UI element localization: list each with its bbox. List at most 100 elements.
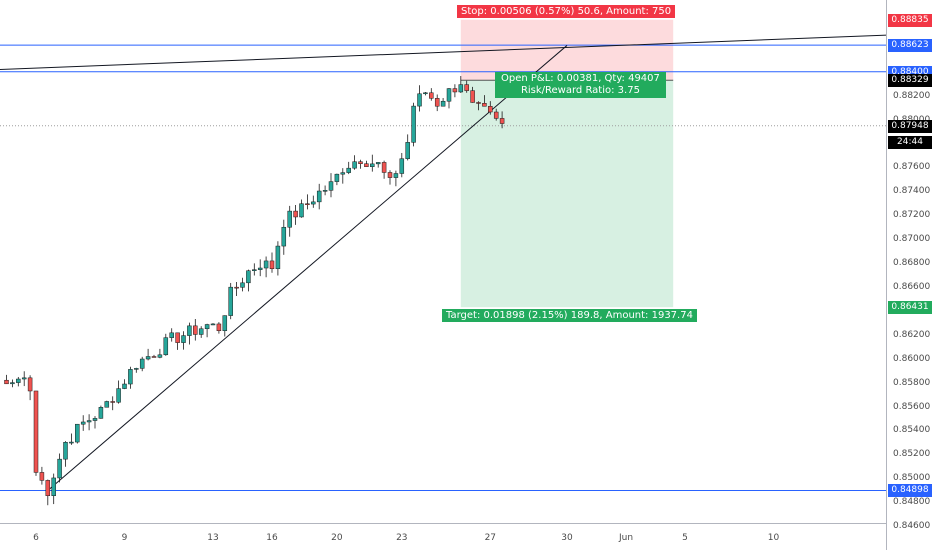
candle-body [246, 270, 251, 284]
candle-body [69, 441, 74, 444]
candle-body [169, 332, 174, 338]
candle-body [434, 98, 440, 107]
top-trendline[interactable] [0, 34, 898, 72]
candle-body [16, 378, 21, 383]
candle-body [139, 358, 145, 369]
candle-body [346, 167, 351, 173]
price-tick-label: 0.85200 [893, 449, 931, 460]
candle-body [499, 118, 505, 124]
candle-body [493, 111, 499, 119]
candle-body [128, 369, 133, 385]
candle-body [364, 163, 369, 167]
candle-body [328, 181, 334, 191]
candle-body [75, 423, 80, 443]
time-tick-label: 13 [207, 533, 219, 543]
candle-body [240, 282, 245, 288]
candlesticks [4, 75, 505, 506]
candle-body [257, 267, 263, 270]
price-tick-label: 0.86000 [893, 353, 931, 364]
candle-body [21, 377, 27, 380]
drawing-lines[interactable] [0, 34, 898, 491]
candle-body [411, 105, 416, 143]
candle-body [187, 325, 192, 336]
candle-body [4, 379, 9, 385]
candle-body [263, 260, 269, 269]
candle-body [175, 332, 180, 343]
candle-body [340, 172, 346, 175]
candle-body [45, 480, 51, 496]
rising-trendline[interactable] [47, 45, 568, 491]
price-marker-label: 24:44 [888, 135, 932, 149]
candle-body [51, 477, 56, 496]
candle-body [281, 226, 287, 247]
candle-body [122, 383, 127, 389]
stop-label: Stop: 0.00506 (0.57%) 50.6, Amount: 750 [457, 4, 676, 18]
time-tick-label: 6 [33, 533, 39, 543]
time-tick-label: Jun [618, 533, 634, 543]
price-marker-label: 0.88835 [888, 13, 932, 27]
candle-body [423, 92, 428, 95]
candle-body [334, 173, 340, 182]
candle-body [145, 356, 151, 360]
candle-body [405, 142, 410, 159]
candle-body [63, 442, 68, 460]
time-tick-label: 30 [561, 533, 573, 543]
candle-body [116, 388, 121, 403]
time-tick-label: 10 [767, 533, 780, 543]
candle-body [305, 203, 310, 205]
candle-body [287, 210, 292, 228]
candle-body [228, 286, 233, 316]
candle-body [482, 103, 487, 107]
candle-body [39, 472, 45, 481]
price-tick-label: 0.87200 [893, 210, 931, 221]
candle-body [440, 100, 446, 107]
candle-body [352, 161, 357, 169]
candle-body [57, 458, 62, 479]
time-tick-label: 27 [484, 533, 497, 543]
price-marker-label: 0.86431 [888, 301, 932, 315]
candle-body [399, 158, 405, 174]
candle-body [417, 93, 422, 107]
price-tick-label: 0.88200 [893, 90, 931, 101]
price-marker-label: 0.87948 [888, 119, 932, 133]
candle-body [193, 325, 198, 335]
candle-body [293, 210, 298, 218]
candle-body [488, 106, 493, 113]
target-zone [460, 80, 674, 308]
candle-body [393, 173, 399, 178]
candle-body [86, 420, 92, 423]
time-tick-label: 9 [121, 533, 128, 543]
candle-body [470, 90, 475, 103]
candle-body [234, 286, 239, 289]
candle-body [92, 418, 98, 421]
candle-body [110, 401, 115, 403]
candle-body [322, 190, 328, 192]
candle-body [151, 356, 157, 358]
open-pnl-label: Open P&L: 0.00381, Qty: 49407 Risk/Rewar… [495, 72, 666, 99]
time-axis[interactable]: 6 9 13 16 20 23 27 30 Jun 5 10 [0, 523, 886, 551]
candle-body [216, 323, 222, 332]
target-label: Target: 0.01898 (2.15%) 189.8, Amount: 1… [442, 309, 697, 323]
price-axis[interactable]: 0.88200 0.88000 0.87600 0.87400 0.87200 0.870… [886, 0, 932, 550]
candle-body [163, 337, 169, 356]
risk-reward-text: Risk/Reward Ratio: 3.75 [520, 85, 640, 97]
candle-body [299, 203, 304, 218]
candle-body [464, 84, 469, 91]
price-marker-label: 0.88329 [888, 74, 932, 88]
price-tick-label: 0.86800 [893, 258, 931, 269]
price-tick-label: 0.85600 [893, 401, 931, 412]
candle-body [311, 201, 316, 205]
candle-body [387, 172, 393, 178]
candle-body [222, 315, 228, 332]
price-tick-label: 0.85800 [893, 377, 931, 388]
candle-body [198, 328, 204, 335]
candle-body [429, 92, 434, 99]
candle-body [381, 162, 387, 173]
candle-body [210, 323, 216, 326]
price-marker-label: 0.84898 [888, 484, 932, 498]
candle-body [269, 260, 275, 270]
candle-body [458, 84, 464, 93]
candle-body [134, 368, 139, 370]
candle-body [452, 88, 458, 93]
